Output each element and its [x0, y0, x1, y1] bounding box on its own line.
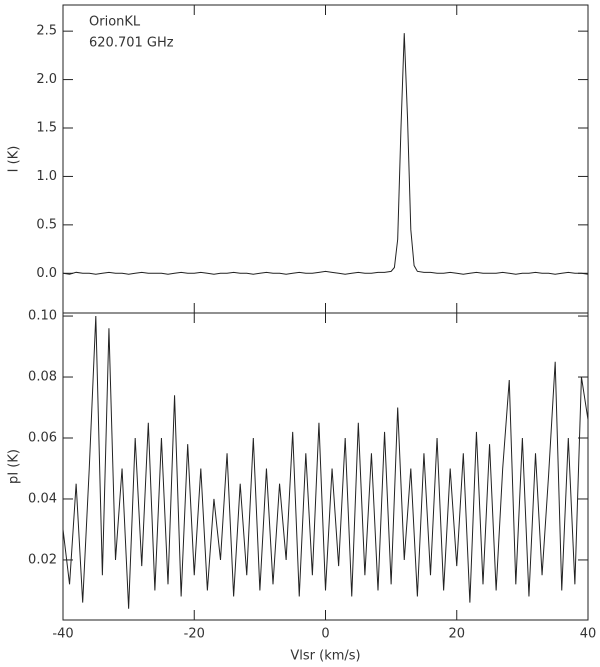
y-tick-label: 2.5 — [36, 24, 57, 39]
y-tick-label: 0.0 — [36, 266, 57, 281]
data-line — [62, 316, 589, 609]
x-tick-label: -40 — [52, 627, 73, 642]
x-tick-label: -20 — [184, 627, 205, 642]
y-tick-label: 0.08 — [28, 370, 57, 385]
y-axis-label: pI (K) — [7, 449, 22, 484]
x-tick-label: 0 — [321, 627, 329, 642]
y-tick-label: 0.02 — [28, 552, 57, 567]
y-tick-label: 1.0 — [36, 169, 57, 184]
y-axis-label: I (K) — [7, 146, 22, 173]
plot-frame — [62, 312, 589, 621]
annotation: OrionKL — [89, 15, 141, 30]
y-tick-label: 0.10 — [28, 309, 57, 324]
data-line — [62, 33, 589, 275]
y-tick-label: 1.5 — [36, 121, 57, 136]
x-tick-label: 40 — [580, 627, 597, 642]
x-tick-label: 20 — [448, 627, 465, 642]
x-axis-label: Vlsr (km/s) — [290, 649, 360, 664]
y-tick-label: 0.5 — [36, 217, 57, 232]
annotation: 620.701 GHz — [89, 36, 174, 51]
y-tick-label: 0.04 — [28, 491, 57, 506]
plot-frame — [62, 4, 589, 314]
y-tick-label: 2.0 — [36, 72, 57, 87]
y-tick-label: 0.06 — [28, 430, 57, 445]
